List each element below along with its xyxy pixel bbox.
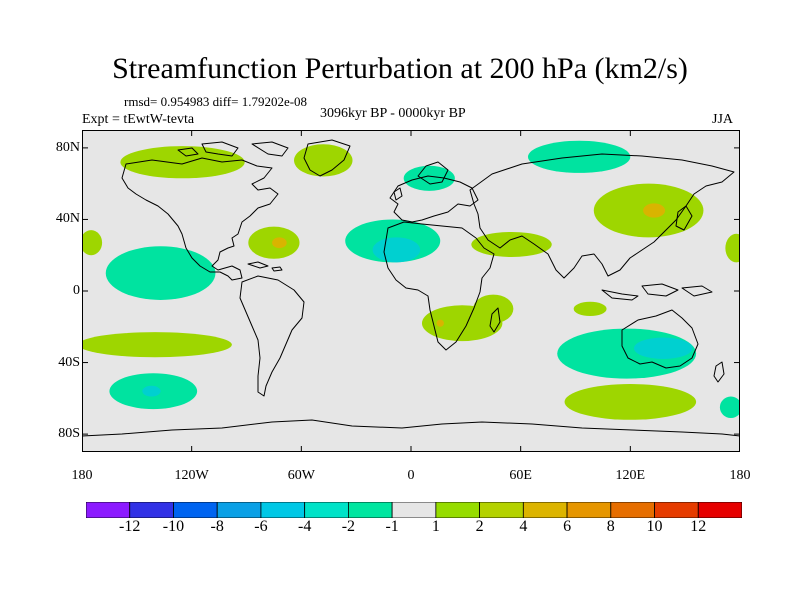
colorbar-label: -1 [385,518,399,535]
colorbar-label: -12 [119,518,141,535]
plot-title: Streamfunction Perturbation at 200 hPa (… [112,52,688,85]
coast-british-isles [393,187,403,201]
colorbar-swatch [479,502,524,518]
world-map [82,130,740,452]
coast-indonesia [601,283,713,301]
x-axis-label: 180 [729,468,751,483]
y-axis-label: 80N [55,139,80,155]
coastlines [82,139,740,437]
anomaly-region [436,319,444,327]
coast-south-america [239,275,305,397]
colorbar-swatch [86,502,131,518]
anomaly-region [527,140,631,173]
colorbar-swatch [522,502,568,518]
coast-antarctica [82,419,740,437]
colorbar-swatch [260,502,306,518]
anomaly-region [473,294,514,324]
colorbar-swatch [216,502,262,518]
coast-arctic-islands [177,141,289,157]
x-axis-label: 180 [71,468,93,483]
colorbar-swatch [566,502,612,518]
colorbar-label: 1 [431,518,440,535]
anomaly-region [471,231,552,258]
y-axis-label: 80S [58,426,80,442]
colorbar-label: -4 [297,518,312,535]
anomaly-region [294,144,353,177]
anomaly-region [643,203,666,218]
anomaly-region [633,337,693,359]
coast-greenland [303,139,351,177]
colorbar-label: 8 [606,518,615,535]
x-axis-label: 120W [174,468,209,483]
y-axis-label: 40N [55,211,80,227]
x-axis-label: 60W [287,468,315,483]
colorbar-swatch [610,502,655,518]
colorbar-swatch [304,502,349,518]
season-label: JJA [712,112,734,127]
colorbar-label: -2 [341,518,356,535]
colorbar-swatch [129,502,174,518]
colorbar-label: -10 [162,518,185,535]
tick-marks [82,130,740,452]
coast-caribbean [247,261,283,272]
colorbar-swatch [173,502,218,518]
coast-new-zealand [713,361,725,383]
y-axis-label: 40S [58,354,80,370]
anomaly-region [82,230,103,256]
anomaly-region [573,301,607,317]
x-axis-label: 0 [407,468,415,483]
anomaly-region [82,332,232,358]
coast-japan [675,205,693,231]
colorbar-swatch [347,502,393,518]
anomaly-region [403,165,455,191]
colorbar-label: 4 [519,518,528,535]
colorbar-label: -8 [210,518,224,535]
coast-asia [469,153,735,279]
anomaly-region [719,396,740,419]
experiment-label: Expt = tEwtW-tevta [82,112,195,127]
anomaly-region [272,237,287,249]
colorbar-label: 6 [563,518,572,535]
colorbar-swatch [391,502,437,518]
colorbar-swatch [654,502,699,518]
coast-australia [621,309,699,369]
colorbar-swatch [435,502,481,518]
coast-africa [383,221,495,351]
anomaly-region [105,246,216,300]
y-axis-label: 0 [73,283,80,298]
colorbar-swatch [697,502,742,518]
x-axis-label: 120E [615,468,646,483]
coast-madagascar [489,307,501,333]
colorbar-label: 2 [475,518,484,535]
anomaly-region [725,233,740,263]
anomaly-region [120,146,245,179]
colorbar-label: -6 [254,518,268,535]
colorbar-label: 12 [690,518,707,535]
period-label: 3096kyr BP - 0000kyr BP [320,106,466,121]
stats-label: rmsd= 0.954983 diff= 1.79202e-08 [124,94,308,109]
coast-europe [389,175,479,223]
coast-north-america [121,157,279,281]
anomaly-region [372,237,421,263]
coast-scandinavia [417,161,449,185]
colorbar-label: 10 [646,518,663,535]
colorbar [86,502,742,518]
anomaly-region [564,384,697,420]
x-axis-label: 60E [509,468,532,483]
anomaly-region [142,385,161,397]
